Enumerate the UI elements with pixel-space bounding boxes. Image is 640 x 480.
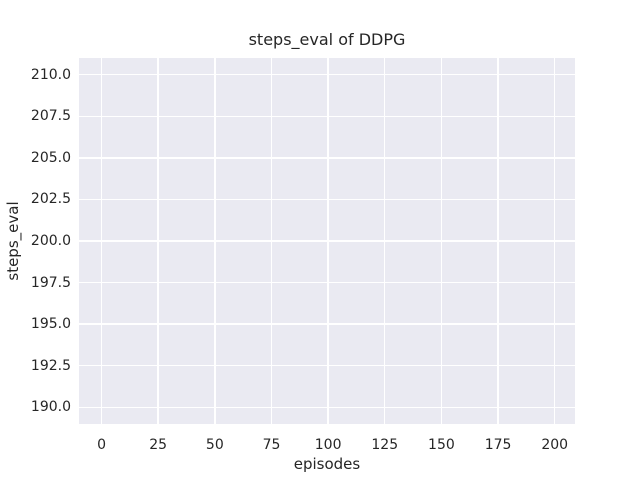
x-axis-label: episodes — [293, 455, 361, 473]
y-gridline — [79, 198, 575, 201]
y-axis-label: steps_eval — [4, 201, 22, 281]
y-gridline — [79, 323, 575, 325]
chart-title: steps_eval of DDPG — [248, 30, 406, 49]
y-tick-label: 192.5 — [30, 357, 71, 374]
y-tick-label: 202.5 — [30, 191, 71, 208]
y-tick-label: 190.0 — [30, 399, 71, 416]
x-tick-label: 150 — [428, 437, 455, 453]
y-gridline — [79, 365, 575, 367]
y-gridline — [79, 115, 575, 117]
y-gridline — [79, 157, 575, 159]
y-gridline — [79, 281, 575, 284]
y-tick-label: 197.5 — [30, 274, 71, 291]
y-gridline — [79, 73, 575, 76]
y-tick-label: 207.5 — [30, 108, 71, 125]
x-tick-label: 125 — [371, 437, 399, 453]
y-gridline — [79, 240, 575, 242]
x-tick-label: 200 — [541, 437, 569, 453]
x-tick-label: 100 — [314, 437, 342, 453]
y-tick-label: 195.0 — [30, 316, 71, 333]
y-tick-label: 210.0 — [30, 66, 71, 83]
plot-area — [79, 58, 575, 424]
x-tick-label: 175 — [484, 437, 512, 453]
x-tick-label: 50 — [205, 437, 224, 453]
y-tick-label: 200.0 — [30, 233, 71, 249]
x-tick-label: 75 — [262, 437, 281, 453]
y-gridline — [79, 406, 575, 409]
x-tick-label: 0 — [97, 437, 106, 453]
y-tick-label: 205.0 — [30, 149, 71, 166]
x-tick-label: 25 — [149, 437, 168, 453]
